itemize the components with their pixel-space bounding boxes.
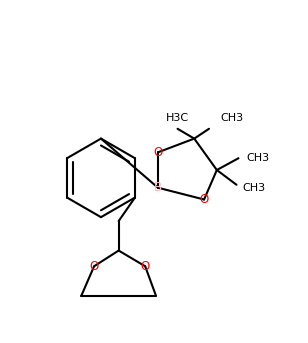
Text: O: O (140, 260, 150, 273)
Text: B: B (154, 181, 162, 194)
Text: CH3: CH3 (221, 113, 244, 123)
Text: O: O (200, 193, 209, 206)
Text: O: O (90, 260, 99, 273)
Text: O: O (153, 146, 163, 159)
Text: CH3: CH3 (246, 153, 270, 163)
Text: CH3: CH3 (242, 183, 265, 193)
Text: H3C: H3C (166, 113, 189, 123)
